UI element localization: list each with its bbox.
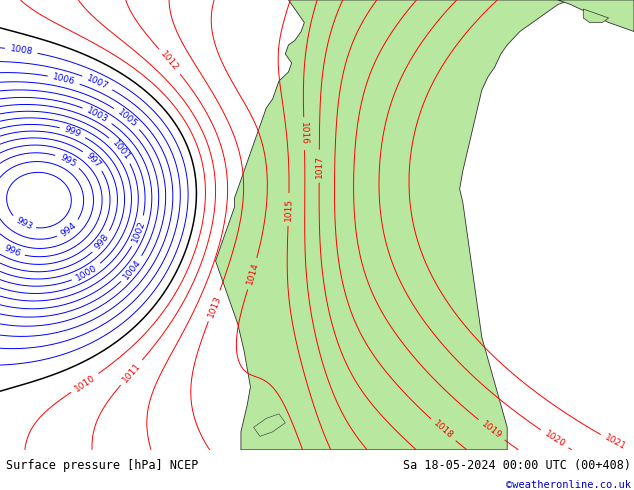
- Text: 999: 999: [63, 124, 82, 139]
- Text: 1011: 1011: [120, 361, 143, 384]
- Text: 1000: 1000: [75, 263, 99, 282]
- Text: 994: 994: [60, 220, 79, 238]
- Polygon shape: [254, 414, 285, 436]
- Text: 1005: 1005: [115, 107, 139, 129]
- Text: 1016: 1016: [299, 122, 309, 146]
- Text: 1012: 1012: [158, 50, 181, 73]
- Text: 1003: 1003: [85, 105, 110, 124]
- Text: 998: 998: [93, 233, 111, 251]
- Text: 995: 995: [58, 152, 77, 169]
- Polygon shape: [558, 0, 634, 31]
- Text: 1017: 1017: [314, 155, 324, 178]
- Text: 1021: 1021: [603, 433, 627, 452]
- Text: ©weatheronline.co.uk: ©weatheronline.co.uk: [506, 480, 631, 490]
- Text: 1019: 1019: [480, 419, 503, 441]
- Text: Surface pressure [hPa] NCEP: Surface pressure [hPa] NCEP: [6, 459, 198, 471]
- Text: 993: 993: [14, 216, 34, 232]
- Text: 1002: 1002: [131, 219, 147, 244]
- Text: 1006: 1006: [51, 73, 76, 87]
- Text: 997: 997: [84, 151, 103, 170]
- Text: 1015: 1015: [284, 198, 294, 221]
- Text: 1013: 1013: [206, 294, 223, 318]
- Text: 1010: 1010: [73, 373, 97, 393]
- Polygon shape: [583, 9, 609, 23]
- Text: 1007: 1007: [85, 74, 110, 91]
- Text: 996: 996: [2, 244, 22, 259]
- Text: 1008: 1008: [9, 44, 33, 56]
- Polygon shape: [216, 0, 571, 450]
- Text: 1004: 1004: [122, 257, 143, 281]
- Text: 1018: 1018: [432, 419, 455, 441]
- Text: 1001: 1001: [110, 138, 131, 162]
- Text: 1014: 1014: [245, 262, 260, 286]
- Text: 1020: 1020: [543, 429, 567, 449]
- Text: Sa 18-05-2024 00:00 UTC (00+408): Sa 18-05-2024 00:00 UTC (00+408): [403, 459, 631, 471]
